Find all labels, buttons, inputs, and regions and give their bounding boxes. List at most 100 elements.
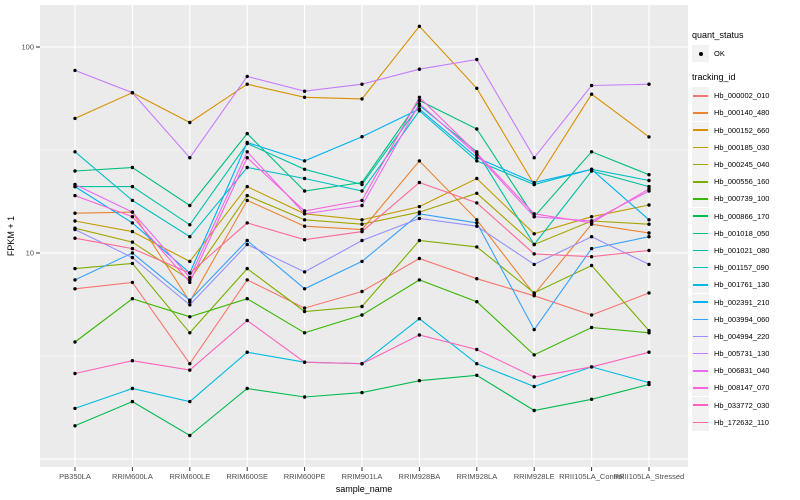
data-point [130,255,135,260]
data-point [245,221,249,225]
data-point [532,212,536,216]
data-point [360,304,364,309]
data-point [130,215,135,219]
legend-key-line-icon [693,112,708,114]
data-point [188,120,192,125]
data-point [302,224,307,228]
data-point [188,362,192,366]
data-point [130,359,135,363]
data-point [647,235,651,239]
legend-item-label: OK [714,49,725,59]
data-point [245,242,249,247]
data-point [73,227,77,232]
legend-item: Hb_001021_080 [692,241,800,259]
data-point [475,151,479,155]
legend: quant_status OK tracking_id Hb_000002_01… [692,30,800,431]
data-point [130,246,135,251]
data-point [130,240,135,244]
data-point [417,256,422,261]
data-point [589,263,594,268]
data-point [245,74,249,79]
legend-key-box [692,293,709,311]
data-point [475,176,479,181]
data-point [73,211,77,215]
legend-item: Hb_000140_480 [692,104,800,122]
data-point [475,245,479,249]
legend-item-ok: OK [692,45,800,63]
data-point [417,333,422,337]
data-point [188,298,192,302]
legend-key-box [692,87,709,105]
data-point [302,218,307,222]
legend-key-box [692,173,709,191]
data-point [360,222,364,226]
data-point [73,236,77,240]
legend-key-line-icon [693,129,708,131]
legend-key-box [692,327,709,345]
data-point [302,306,307,310]
legend-key-line-icon [693,352,708,355]
legend-key-box [692,413,709,431]
data-point [302,270,307,274]
legend-item: Hb_004994_220 [692,327,800,345]
data-point [302,238,307,242]
legend-item: Hb_172632_110 [692,413,800,431]
data-point [188,223,192,227]
data-point [302,212,307,216]
y-axis-title: FPKM + 1 [6,216,16,256]
data-point [417,107,422,111]
data-point [130,221,135,225]
data-point [360,362,364,366]
legend-item: Hb_001018_050 [692,224,800,242]
data-point [417,216,422,221]
data-point [188,315,192,319]
data-point [360,135,364,139]
data-point [589,246,594,251]
legend-item-label: Hb_000245_040 [714,160,770,170]
data-point [589,235,594,239]
legend-key-line-icon [693,95,708,97]
data-point [73,150,77,154]
legend-item-label: Hb_000185_030 [714,142,770,152]
data-point [245,350,249,354]
legend-item: Hb_033772_030 [692,396,800,414]
data-point [188,203,192,208]
legend-item: Hb_000152_660 [692,121,800,139]
data-point [589,215,594,219]
data-point [417,24,422,28]
legend-key-line-icon [693,335,708,338]
data-point [532,291,536,295]
data-point [589,325,594,330]
data-point [188,259,192,264]
legend-key-line-icon [693,266,708,269]
data-point [589,365,594,369]
data-point [188,331,192,335]
data-point [417,102,422,106]
data-point [360,229,364,234]
legend-key-box [692,207,709,225]
data-point [589,150,594,154]
data-point [302,309,307,314]
legend-item-label: Hb_000739_100 [714,194,770,204]
legend-item-label: Hb_001018_050 [714,228,770,238]
data-point [245,238,249,243]
data-point [360,182,364,187]
legend-key-box [692,241,709,259]
data-point [130,198,135,203]
legend-key-box [692,224,709,242]
legend-items: Hb_000002_010 Hb_000140_480 Hb_000152_660 H… [692,87,800,431]
legend-key-box [692,121,709,139]
data-point [302,95,307,100]
legend-key-box [692,310,709,328]
x-tick-label: RRII105LA_Control [559,472,624,481]
data-point [532,327,536,332]
legend-key-box [692,259,709,277]
legend-title-quant-status: quant_status [692,30,744,40]
legend-item-label: Hb_001021_080 [714,245,770,255]
data-point [589,255,594,259]
legend-item: Hb_005731_130 [692,345,800,363]
data-point [475,221,479,225]
legend-key-line-icon [693,232,708,235]
data-point [73,424,77,428]
